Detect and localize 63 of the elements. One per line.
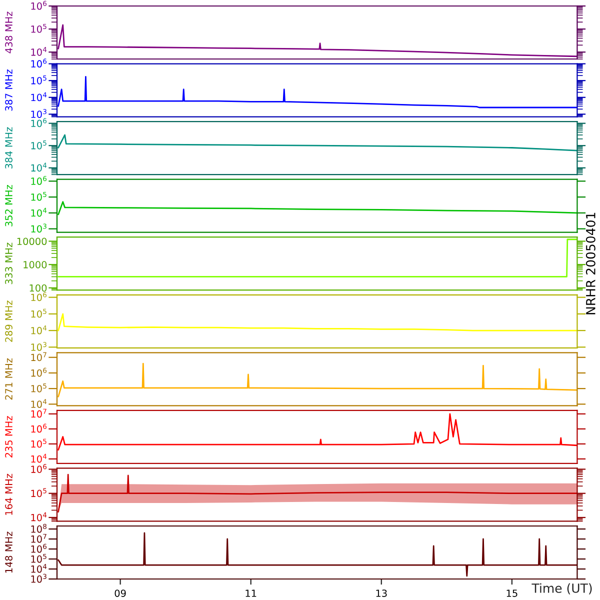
- y-tick-label: 10$^{5}$: [31, 24, 46, 33]
- y-tick-label: 10$^{4}$: [31, 454, 47, 463]
- y-tick-label: 10$^{6}$: [31, 464, 47, 473]
- line-series: [58, 532, 578, 577]
- line-series: [58, 474, 578, 513]
- y-tick-label: 10$^{4}$: [31, 512, 47, 522]
- line-series: [58, 313, 578, 332]
- y-axis-title: 333 MHz: [5, 242, 12, 284]
- y-axis-title: 352 MHz: [5, 185, 12, 226]
- y-tick-label: 10$^{7}$: [31, 534, 46, 543]
- y-tick-label: 10$^{5}$: [31, 438, 46, 448]
- y-tick-label: 10$^{6}$: [31, 0, 47, 10]
- y-tick-label: 10$^{5}$: [31, 308, 46, 318]
- y-tick-label: 10$^{6}$: [31, 544, 47, 553]
- x-axis-title: Time (UT): [532, 583, 592, 594]
- line-series: [58, 413, 578, 451]
- line-series: [58, 24, 578, 58]
- y-tick-label: 10$^{3}$: [31, 574, 46, 583]
- text: NRHR 20050401: [586, 212, 596, 314]
- y-tick-label: 10$^{5}$: [31, 488, 46, 498]
- x-tick-label: 11: [246, 590, 256, 597]
- y-tick-label: 10$^{4}$: [31, 325, 47, 334]
- y-tick-label: 10$^{6}$: [31, 424, 47, 433]
- y-tick-label: 100: [30, 284, 47, 292]
- line-series: [58, 362, 578, 398]
- y-tick-label: 10$^{4}$: [31, 399, 47, 408]
- y-tick-label: 10$^{6}$: [31, 368, 47, 377]
- y-axis-title: 438 MHz: [5, 12, 12, 54]
- y-tick-label: 10$^{3}$: [31, 224, 46, 233]
- y-tick-label: 10$^{5}$: [31, 384, 46, 392]
- y-tick-label: 10$^{4}$: [31, 162, 47, 172]
- y-tick-label: 10$^{6}$: [31, 58, 47, 68]
- y-tick-label: 10000: [17, 238, 47, 246]
- y-tick-label: 10$^{5}$: [31, 140, 46, 150]
- y-axis-title: 289 MHz: [5, 300, 12, 342]
- y-tick-label: 10$^{5}$: [31, 554, 46, 563]
- line-series: [58, 76, 578, 108]
- x-tick-label: 09: [114, 590, 126, 597]
- y-tick-label: 10$^{6}$: [31, 292, 47, 302]
- y-tick-label: 10$^{4}$: [31, 47, 47, 56]
- y-tick-label: 10$^{7}$: [31, 352, 46, 362]
- y-tick-label: 10$^{4}$: [31, 92, 47, 102]
- y-tick-label: 10$^{7}$: [31, 408, 46, 418]
- y-axis-title: 164 MHz: [5, 474, 12, 515]
- y-axis-title: 271 MHz: [5, 358, 12, 400]
- y-axis-title: 148 MHz: [5, 532, 12, 573]
- y-tick-label: 1000: [24, 261, 47, 268]
- y-axis-title: 384 MHz: [5, 127, 12, 169]
- y-tick-label: 10$^{3}$: [31, 342, 46, 351]
- y-axis-title: 387 MHz: [5, 69, 12, 111]
- y-tick-label: 10$^{6}$: [31, 118, 47, 128]
- line-series: [58, 201, 578, 216]
- x-tick-label: 15: [506, 590, 518, 597]
- y-tick-label: 10$^{3}$: [31, 109, 46, 118]
- y-tick-label: 10$^{5}$: [31, 76, 46, 84]
- y-tick-label: 10$^{4}$: [31, 208, 47, 217]
- y-tick-label: 10$^{8}$: [31, 524, 46, 533]
- line-series: [58, 134, 578, 152]
- y-tick-label: 10$^{5}$: [31, 192, 46, 201]
- y-tick-label: 10$^{6}$: [31, 176, 47, 185]
- y-tick-label: 10$^{4}$: [31, 564, 47, 573]
- y-axis-title: 235 MHz: [5, 416, 12, 458]
- x-tick-label: 13: [376, 590, 387, 597]
